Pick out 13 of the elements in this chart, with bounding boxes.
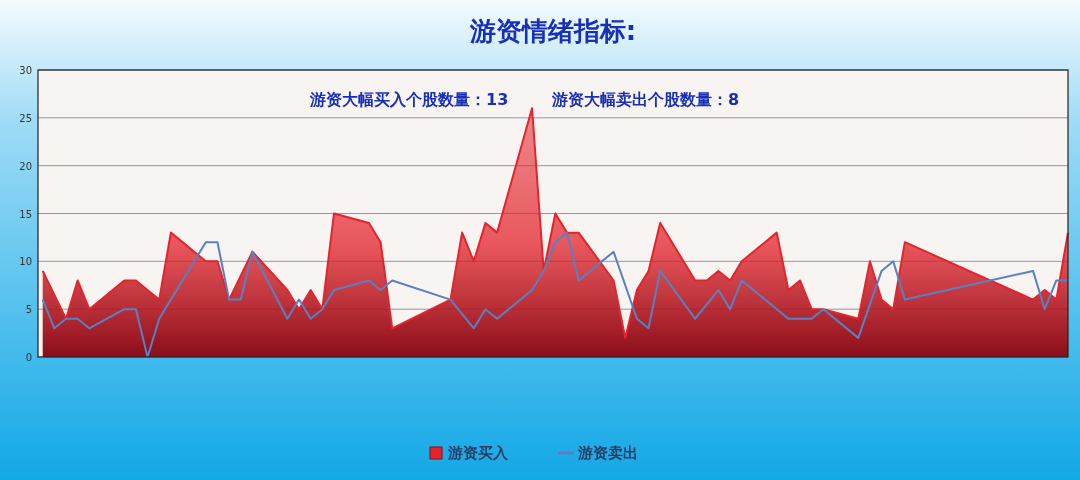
- y-tick-label: 25: [19, 112, 32, 124]
- y-tick-label: 20: [19, 160, 32, 172]
- annotation: 游资大幅卖出个股数量：8: [551, 90, 740, 109]
- chart-title: 游资情绪指标:: [468, 16, 637, 46]
- y-tick-label: 30: [19, 65, 32, 76]
- line-series: [41, 231, 1069, 358]
- y-tick-label: 0: [25, 352, 32, 363]
- y-tick-label: 5: [25, 304, 32, 316]
- legend-label: 游资买入: [447, 444, 509, 462]
- y-tick-label: 10: [19, 256, 32, 268]
- legend-label: 游资卖出: [577, 444, 638, 462]
- annotation: 游资大幅买入个股数量：13: [309, 90, 509, 109]
- y-tick-label: 15: [19, 208, 32, 220]
